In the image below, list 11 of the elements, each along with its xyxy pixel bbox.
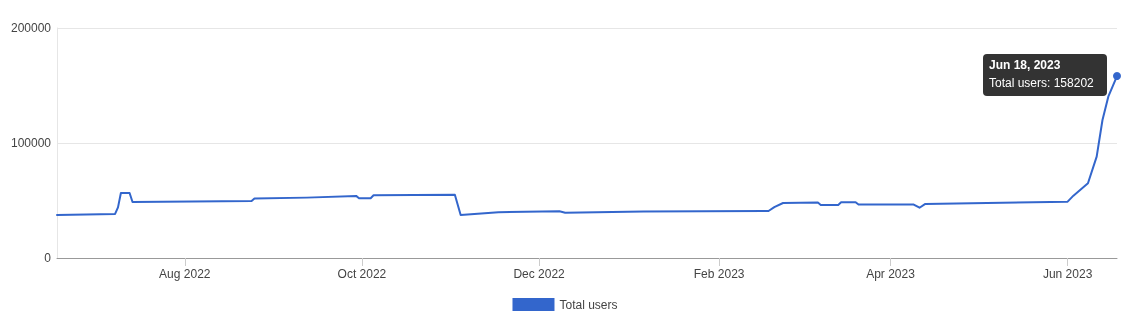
x-tick-label: Dec 2022: [513, 267, 566, 281]
x-tick-label: Feb 2023: [693, 267, 745, 281]
x-tick-label: Aug 2022: [159, 267, 211, 281]
x-tick-label: Apr 2023: [866, 267, 916, 281]
x-tick-label: Oct 2022: [337, 267, 387, 281]
y-tick-label: 0: [44, 251, 52, 265]
x-tick-label: Jun 2023: [1042, 267, 1093, 281]
annotation: Jun 18, 2023 Total users: 158202: [989, 58, 1095, 91]
y-tick-label: 200000: [10, 21, 52, 35]
legend-label: Total users: [559, 297, 618, 312]
y-tick-label: 100000: [10, 136, 52, 150]
